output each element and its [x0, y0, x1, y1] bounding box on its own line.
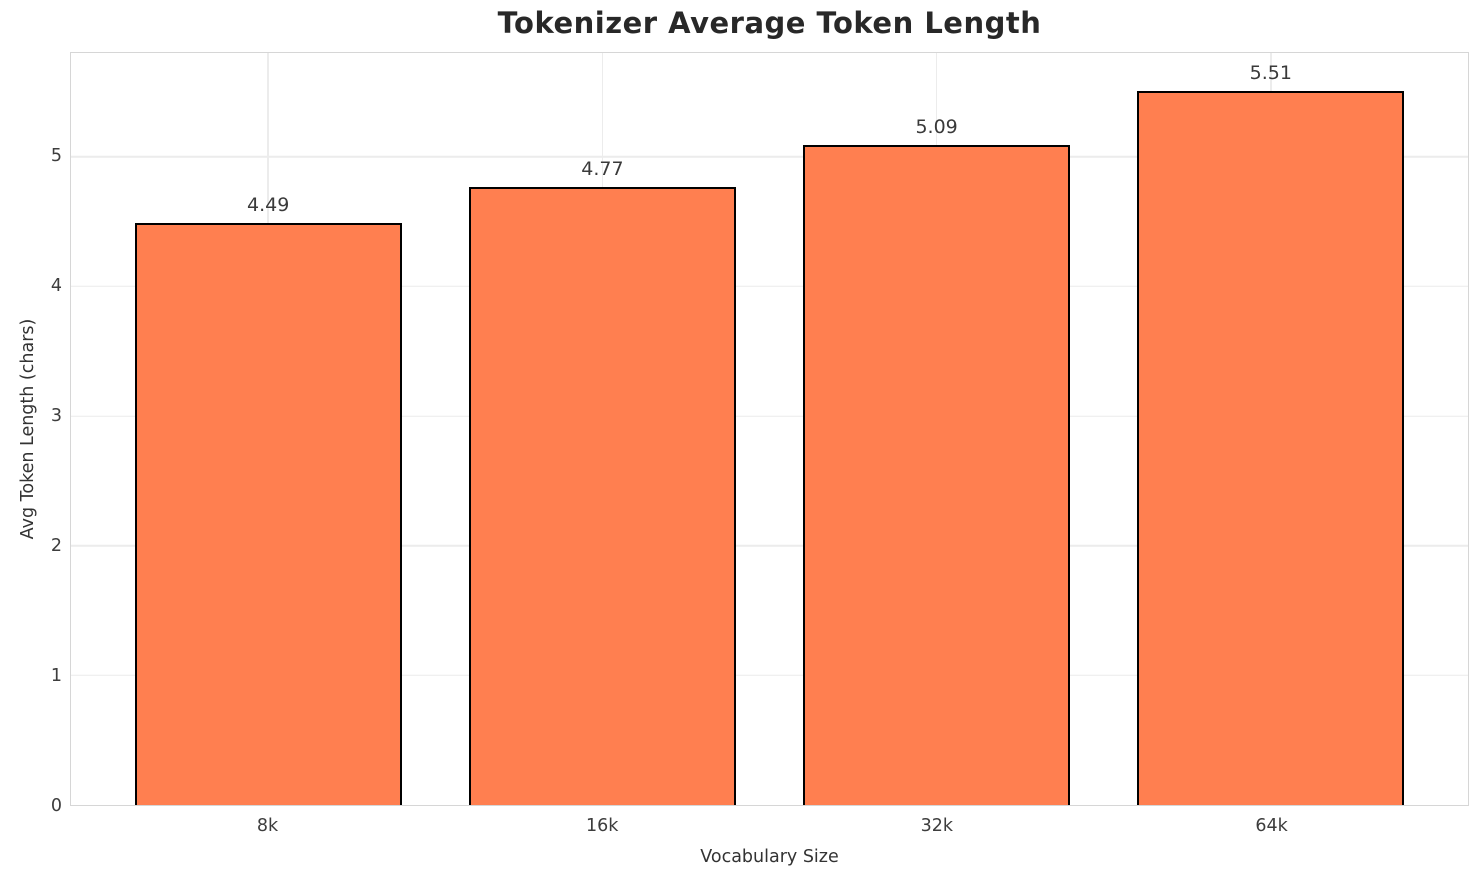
y-tick-label: 2 — [50, 536, 62, 556]
bar-value-label: 5.09 — [915, 116, 958, 139]
y-gridline — [71, 285, 1468, 288]
plot-area: 4.49 4.77 5.09 5.51 — [70, 52, 1469, 806]
chart-title: Tokenizer Average Token Length — [497, 6, 1042, 40]
x-tick-label: 8k — [256, 816, 279, 836]
bar-value-label: 4.49 — [247, 193, 290, 216]
y-gridline — [71, 674, 1468, 677]
x-axis-label: Vocabulary Size — [700, 847, 839, 867]
x-tick-label: 64k — [1255, 816, 1288, 836]
bar-16k — [468, 186, 737, 805]
y-tick-label: 4 — [50, 276, 62, 296]
y-tick-label: 0 — [50, 796, 62, 816]
bar-value-label: 4.77 — [581, 157, 624, 180]
bar-8k — [134, 222, 402, 805]
bar-value-label: 5.51 — [1249, 61, 1292, 84]
y-tick-label: 1 — [50, 666, 62, 686]
bar-64k — [1137, 90, 1405, 805]
y-axis-label: Avg Token Length (chars) — [18, 318, 38, 540]
y-gridline — [71, 415, 1468, 417]
x-tick-label: 16k — [585, 816, 619, 836]
y-gridline — [71, 155, 1468, 158]
y-tick-label: 5 — [50, 146, 62, 166]
y-gridline — [71, 544, 1468, 547]
x-tick-label: 32k — [920, 816, 954, 836]
y-tick-label: 3 — [50, 406, 62, 426]
bar-32k — [802, 145, 1071, 805]
